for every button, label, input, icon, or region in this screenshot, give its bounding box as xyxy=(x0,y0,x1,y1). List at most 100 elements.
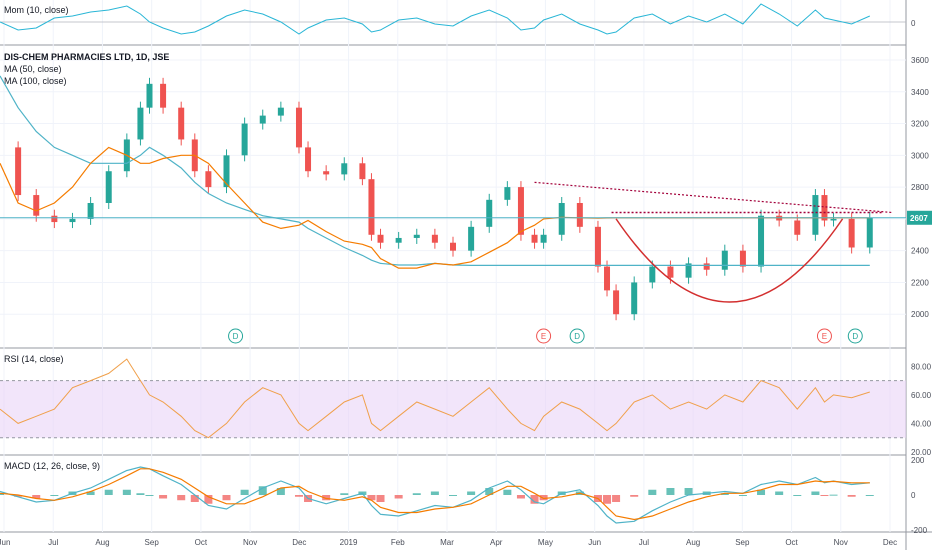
macd-histogram-bar xyxy=(630,495,639,497)
candle-body xyxy=(685,263,692,278)
macd-histogram-bar xyxy=(258,486,267,495)
candle-body xyxy=(703,263,710,270)
price-tick-label: 3000 xyxy=(911,151,929,160)
x-tick-label: Jul xyxy=(639,538,649,547)
macd-histogram-bar xyxy=(530,495,539,504)
event-marker xyxy=(816,328,832,344)
macd-histogram-bar xyxy=(820,495,829,496)
macd-histogram-bar xyxy=(376,495,385,502)
mom-line xyxy=(0,3,871,35)
price-tick-label: 3200 xyxy=(911,120,929,129)
event-marker xyxy=(228,328,244,344)
mom-zero-tick: 0 xyxy=(911,19,916,28)
price-tick-label: 3400 xyxy=(911,88,929,97)
candle-body xyxy=(649,266,656,283)
candle-body xyxy=(413,234,420,238)
macd-histogram-bar xyxy=(104,489,113,495)
price-tick-label: 2400 xyxy=(911,247,929,256)
rsi-tick-label: 60.00 xyxy=(911,391,932,400)
rsi-tick-label: 20.00 xyxy=(911,448,932,457)
x-tick-label: Nov xyxy=(834,538,848,547)
x-tick-label: Sep xyxy=(145,538,160,547)
event-label: E xyxy=(822,332,827,341)
candle-body xyxy=(812,195,819,235)
candle-body xyxy=(395,237,402,243)
candle-body xyxy=(504,187,511,200)
rsi-line xyxy=(0,358,870,439)
event-marker xyxy=(847,328,863,344)
candle-body xyxy=(540,234,547,243)
macd-histogram-bar xyxy=(190,495,199,502)
macd-label: MACD (12, 26, close, 9) xyxy=(4,461,100,471)
candle-body xyxy=(178,107,185,140)
candle-body xyxy=(15,147,22,196)
time-axis: Jun Jul Aug Sep Oct Nov Dec 2019 Feb Mar Apr May Jun… xyxy=(0,538,897,547)
macd-histogram-bar xyxy=(122,489,131,495)
candle-body xyxy=(613,290,620,315)
event-label: E xyxy=(541,332,546,341)
macd-histogram-bar xyxy=(485,488,494,495)
candle-body xyxy=(486,199,493,227)
macd-histogram-bar xyxy=(516,495,525,499)
macd-histogram-bar xyxy=(50,495,59,496)
cup-pattern-curve xyxy=(615,218,844,303)
rsi-panel: RSI (14, close) 80.00 60.00 40.00 20.00 xyxy=(0,354,932,457)
candle-body xyxy=(359,163,366,180)
macd-histogram-bar xyxy=(648,489,657,495)
x-tick-label: Feb xyxy=(391,538,405,547)
macd-histogram-bar xyxy=(86,491,95,495)
x-tick-label: Dec xyxy=(883,538,897,547)
ma50-label: MA (50, close) xyxy=(4,64,62,74)
macd-histogram-bar xyxy=(294,495,303,497)
event-marker xyxy=(536,328,552,344)
x-tick-label: Nov xyxy=(243,538,257,547)
event-label: D xyxy=(233,332,239,341)
price-tick-label: 2200 xyxy=(911,278,929,287)
macd-histogram-bar xyxy=(829,494,838,496)
candle-body xyxy=(531,234,538,243)
candle-body xyxy=(431,234,438,243)
x-tick-label: Jul xyxy=(48,538,58,547)
candle-body xyxy=(223,155,230,188)
candle-body xyxy=(277,107,284,116)
macd-histogram-bar xyxy=(430,491,439,495)
last-price-badge xyxy=(907,210,932,225)
candle-body xyxy=(468,226,475,251)
x-tick-label: Aug xyxy=(686,538,700,547)
macd-histogram-bar xyxy=(775,491,784,495)
candle-body xyxy=(146,83,153,108)
candle-body xyxy=(377,234,384,243)
x-tick-label: Jun xyxy=(588,538,601,547)
macd-histogram-bar xyxy=(684,488,693,495)
macd-histogram-bar xyxy=(503,489,512,495)
candle-body xyxy=(137,107,144,140)
candle-body xyxy=(87,203,94,219)
price-tick-label: 2800 xyxy=(911,183,929,192)
candle-body xyxy=(739,250,746,267)
event-label: D xyxy=(574,332,580,341)
macd-histogram-bar xyxy=(340,493,349,495)
candle-body xyxy=(450,242,456,251)
candle-body xyxy=(604,266,611,291)
macd-histogram-bar xyxy=(738,495,747,496)
candle-body xyxy=(594,226,601,267)
macd-histogram-bar xyxy=(145,495,154,496)
macd-signal-line xyxy=(0,468,870,521)
candle-body xyxy=(830,218,837,221)
candle-body xyxy=(105,171,112,203)
x-tick-label: Sep xyxy=(735,538,750,547)
candle-body xyxy=(341,163,348,175)
macd-histogram-bar xyxy=(539,495,548,501)
macd-histogram-bar xyxy=(612,495,621,502)
candle-body xyxy=(721,250,728,270)
macd-histogram-bar xyxy=(757,489,766,495)
candle-body xyxy=(667,266,674,278)
candle-body xyxy=(33,195,40,216)
candle-body xyxy=(69,218,76,223)
price-tick-label: 2000 xyxy=(911,310,929,319)
price-tick-label: 3600 xyxy=(911,56,929,65)
macd-histogram-bar xyxy=(0,493,4,495)
x-tick-label: Oct xyxy=(785,538,798,547)
candle-body xyxy=(205,171,212,188)
